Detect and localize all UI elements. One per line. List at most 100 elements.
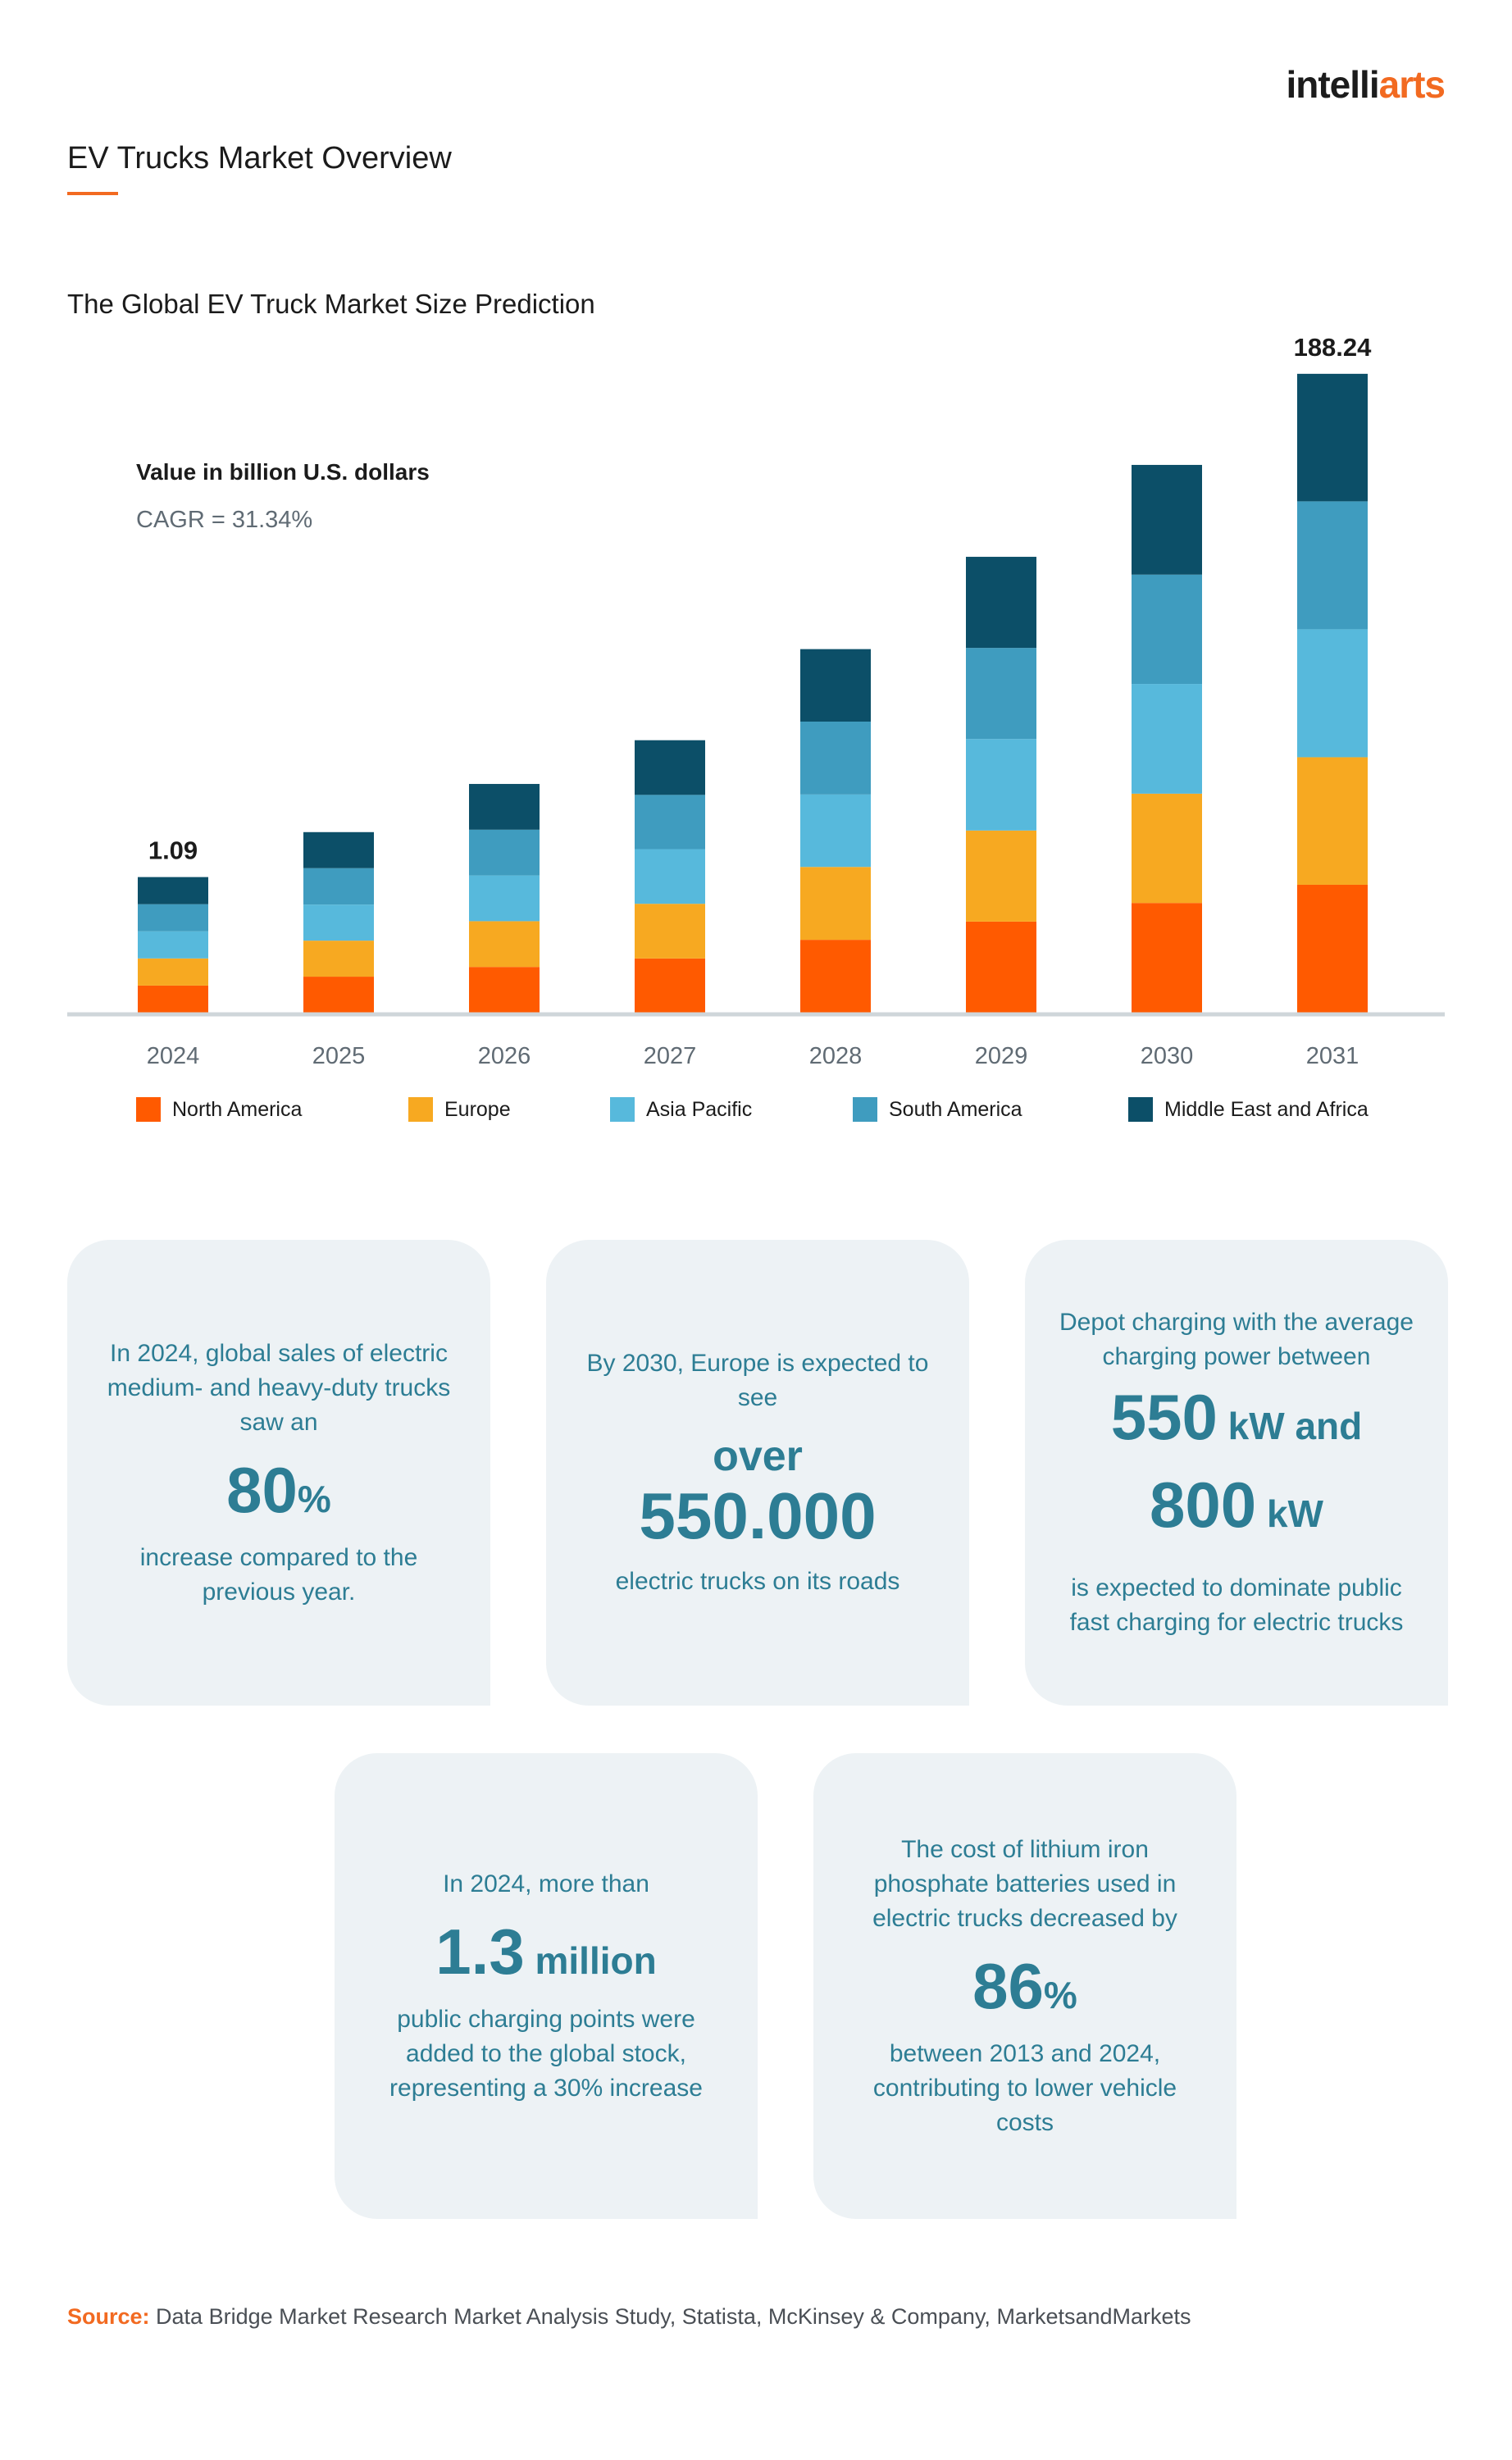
chart-title: The Global EV Truck Market Size Predicti…	[67, 289, 595, 319]
legend-swatch	[853, 1097, 877, 1122]
card-stat-number-2: 800	[1150, 1469, 1257, 1541]
card-text-post: is expected to dominate public fast char…	[1069, 1574, 1404, 1636]
card-stat-unit: %	[1043, 1973, 1077, 2016]
bar-segment-europe-2025	[303, 941, 374, 977]
stacked-bar-chart: 2024 1.09 2025 2026 2027 2028 2029 2030 2031 188.…	[67, 333, 1445, 1069]
bar-segment-middle-east-and-africa-2028	[800, 649, 871, 722]
x-tick-label-2030: 2030	[1141, 1043, 1194, 1069]
bar-segment-europe-2031	[1297, 757, 1368, 885]
legend-item-north-america: North America	[136, 1097, 302, 1122]
stat-card-battery-cost: The cost of lithium iron phosphate batte…	[813, 1753, 1236, 2219]
bar-segment-europe-2028	[800, 867, 871, 941]
card-text-pre: By 2030, Europe is expected to see	[586, 1350, 929, 1411]
bar-segment-asia-pacific-2026	[469, 875, 540, 922]
bar-segment-south-america-2029	[966, 648, 1036, 740]
legend-swatch	[1128, 1097, 1153, 1122]
logo-part-2: arts	[1378, 63, 1446, 106]
title-underline	[67, 192, 118, 195]
card-stat-over: over	[713, 1433, 803, 1480]
card-stat-number-1: 550	[1110, 1381, 1218, 1453]
chart-units-label: Value in billion U.S. dollars	[136, 459, 430, 485]
stat-card-depot-charging: Depot charging with the average charging…	[1025, 1240, 1448, 1706]
bar-segment-north-america-2028	[800, 940, 871, 1013]
card-text-pre: In 2024, more than	[443, 1870, 649, 1897]
bar-segment-south-america-2027	[635, 795, 705, 850]
data-label-2031: 188.24	[1294, 333, 1373, 362]
bar-segment-middle-east-and-africa-2027	[635, 740, 705, 795]
card-text-post: electric trucks on its roads	[615, 1568, 900, 1595]
card-stat-number: 80	[226, 1453, 298, 1526]
bar-segment-middle-east-and-africa-2029	[966, 557, 1036, 649]
chart-cagr-label: CAGR = 31.34%	[136, 507, 313, 533]
source-note: Source: Data Bridge Market Research Mark…	[67, 2304, 1191, 2330]
card-text-pre: Depot charging with the average charging…	[1059, 1309, 1414, 1370]
bar-segment-asia-pacific-2031	[1297, 629, 1368, 758]
bar-segment-asia-pacific-2025	[303, 904, 374, 941]
x-tick-label-2029: 2029	[975, 1043, 1028, 1069]
legend-item-europe: Europe	[408, 1097, 511, 1122]
bar-segment-europe-2030	[1132, 793, 1202, 904]
bar-segment-asia-pacific-2030	[1132, 684, 1202, 794]
bar-segment-middle-east-and-africa-2026	[469, 784, 540, 830]
bar-segment-asia-pacific-2024	[138, 931, 208, 959]
card-stat-number: 550.000	[639, 1479, 877, 1552]
legend-item-middle-east-and-africa: Middle East and Africa	[1128, 1097, 1369, 1122]
x-tick-label-2028: 2028	[809, 1043, 863, 1069]
bar-segment-asia-pacific-2028	[800, 794, 871, 868]
stat-card-charging-points: In 2024, more than 1.3 million public ch…	[335, 1753, 758, 2219]
bar-segment-south-america-2030	[1132, 574, 1202, 685]
card-stat-number: 86	[972, 1949, 1044, 2022]
bar-segment-north-america-2031	[1297, 884, 1368, 1013]
bar-segment-middle-east-and-africa-2024	[138, 877, 208, 904]
card-stat-number: 1.3	[435, 1915, 525, 1988]
bar-segment-north-america-2030	[1132, 903, 1202, 1013]
company-logo: intelliarts	[1286, 62, 1446, 107]
source-label: Source:	[67, 2304, 150, 2329]
bar-segment-north-america-2024	[138, 985, 208, 1013]
legend-label: Asia Pacific	[646, 1097, 753, 1121]
card-stat-unit: million	[524, 1938, 657, 1982]
bar-segment-north-america-2025	[303, 977, 374, 1013]
bar-segment-middle-east-and-africa-2031	[1297, 373, 1368, 502]
stat-card-truck-sales: In 2024, global sales of electric medium…	[67, 1240, 490, 1706]
card-text-pre: In 2024, global sales of electric medium…	[107, 1339, 451, 1436]
legend-label: Middle East and Africa	[1164, 1097, 1369, 1121]
stat-card-europe-trucks: By 2030, Europe is expected to see over …	[546, 1240, 969, 1706]
chart-legend: North America Europe Asia Pacific South Ame…	[0, 1097, 1512, 1130]
card-stat-unit-1: kW and	[1217, 1405, 1363, 1447]
x-tick-label-2027: 2027	[644, 1043, 697, 1069]
bar-segment-europe-2029	[966, 830, 1036, 922]
bar-segment-middle-east-and-africa-2025	[303, 831, 374, 868]
legend-label: Europe	[444, 1097, 511, 1121]
bar-segment-south-america-2028	[800, 721, 871, 795]
legend-swatch	[408, 1097, 433, 1122]
bar-segment-europe-2026	[469, 921, 540, 968]
bar-segment-europe-2024	[138, 958, 208, 986]
card-text-pre: The cost of lithium iron phosphate batte…	[872, 1835, 1177, 1932]
legend-swatch	[610, 1097, 635, 1122]
bar-segment-south-america-2024	[138, 904, 208, 932]
bar-segment-south-america-2025	[303, 868, 374, 905]
x-tick-label-2024: 2024	[147, 1043, 200, 1069]
bar-segment-south-america-2031	[1297, 501, 1368, 630]
bar-segment-asia-pacific-2027	[635, 849, 705, 904]
source-text: Data Bridge Market Research Market Analy…	[149, 2304, 1191, 2329]
card-text-post: between 2013 and 2024, contributing to l…	[872, 2039, 1177, 2136]
bar-segment-south-america-2026	[469, 829, 540, 876]
legend-item-south-america: South America	[853, 1097, 1022, 1122]
page-title: EV Trucks Market Overview	[67, 141, 452, 175]
card-text-post: increase compared to the previous year.	[139, 1543, 418, 1606]
bar-segment-north-america-2027	[635, 958, 705, 1013]
x-tick-label-2025: 2025	[312, 1043, 366, 1069]
legend-swatch	[136, 1097, 161, 1122]
bar-segment-europe-2027	[635, 904, 705, 959]
x-tick-label-2031: 2031	[1306, 1043, 1359, 1069]
legend-item-asia-pacific: Asia Pacific	[610, 1097, 752, 1122]
bar-segment-asia-pacific-2029	[966, 739, 1036, 831]
bar-segment-north-america-2029	[966, 921, 1036, 1013]
logo-part-1: intelli	[1286, 63, 1379, 106]
bar-segment-middle-east-and-africa-2030	[1132, 464, 1202, 575]
x-tick-label-2026: 2026	[478, 1043, 531, 1069]
data-label-2024: 1.09	[148, 836, 198, 865]
legend-label: North America	[172, 1097, 303, 1121]
